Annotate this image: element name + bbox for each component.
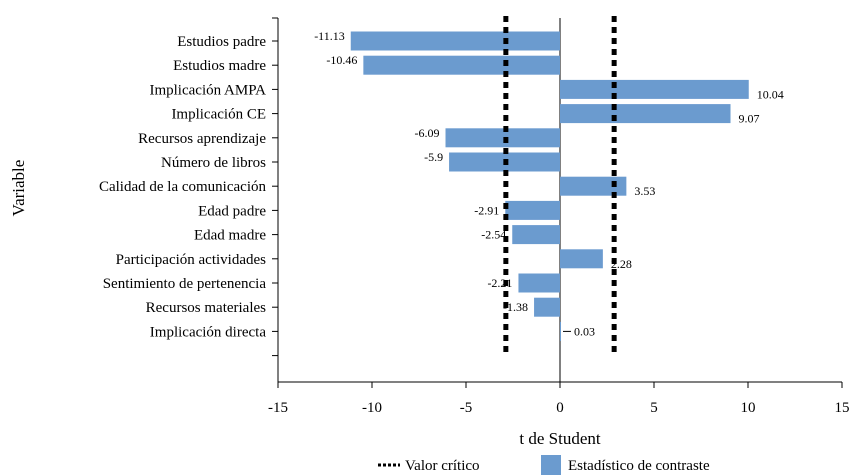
legend-label-contrast: Estadístico de contraste <box>568 458 710 474</box>
data-label: -1.38 <box>503 300 528 314</box>
bar <box>560 79 749 99</box>
category-label: Implicación CE <box>171 107 266 123</box>
data-label: 2.28 <box>611 257 632 271</box>
category-label: Participación actividades <box>116 252 267 268</box>
data-label: -2.54 <box>481 228 506 242</box>
x-tick-label: -10 <box>362 400 382 416</box>
bar <box>505 200 560 220</box>
x-tick-label: 10 <box>741 400 756 416</box>
data-label: 9.07 <box>739 112 760 126</box>
bar <box>560 104 731 124</box>
x-tick-label: -15 <box>268 400 288 416</box>
bar <box>512 225 560 245</box>
critical-value-lines <box>503 16 617 356</box>
data-label: 3.53 <box>634 184 655 198</box>
legend-label-critical: Valor crítico <box>405 458 480 474</box>
data-label: -2.91 <box>474 203 499 217</box>
category-label: Implicación directa <box>150 324 267 340</box>
data-label: 0.03 <box>574 324 595 338</box>
data-label: -5.9 <box>424 150 443 164</box>
bar <box>445 128 560 148</box>
bars <box>350 31 749 341</box>
data-label: -10.46 <box>326 53 357 67</box>
axes <box>272 17 843 388</box>
category-label: Sentimiento de pertenencia <box>103 276 267 292</box>
category-label: Número de libros <box>161 155 266 171</box>
category-label: Edad madre <box>194 228 266 244</box>
bar <box>560 176 627 196</box>
data-label: -11.13 <box>314 29 345 43</box>
bar <box>363 55 560 75</box>
legend-swatch-contrast <box>541 455 561 475</box>
category-label: Recursos materiales <box>146 300 267 316</box>
category-label: Estudios madre <box>173 58 266 74</box>
bar <box>560 321 561 341</box>
category-label: Implicación AMPA <box>149 82 266 98</box>
x-tick-label: 0 <box>556 400 564 416</box>
data-label: 10.04 <box>757 87 784 101</box>
x-tick-label: 5 <box>650 400 658 416</box>
bar <box>518 273 560 293</box>
bar <box>350 31 560 51</box>
y-axis-title: Variable <box>9 160 28 217</box>
bar <box>560 249 603 269</box>
data-label: -6.09 <box>415 126 440 140</box>
category-label: Recursos aprendizaje <box>138 131 266 147</box>
x-tick-label: -5 <box>460 400 473 416</box>
data-labels: -11.13 -10.46 10.04 9.07 -6.09 -5.9 3.53 -2.91 -… <box>314 29 784 338</box>
category-label: Estudios padre <box>177 34 266 50</box>
category-label: Edad padre <box>198 203 266 219</box>
x-tick-labels: -15 -10 -5 0 5 10 15 <box>268 400 850 416</box>
legend: Valor crítico Estadístico de contraste <box>378 455 710 475</box>
category-labels: Estudios padre Estudios madre Implicación … <box>99 34 267 340</box>
x-tick-label: 15 <box>835 400 850 416</box>
x-axis-title: t de Student <box>519 429 600 448</box>
bar <box>534 297 560 317</box>
category-label: Calidad de la comunicación <box>99 179 267 195</box>
data-label: -2.21 <box>487 276 512 290</box>
